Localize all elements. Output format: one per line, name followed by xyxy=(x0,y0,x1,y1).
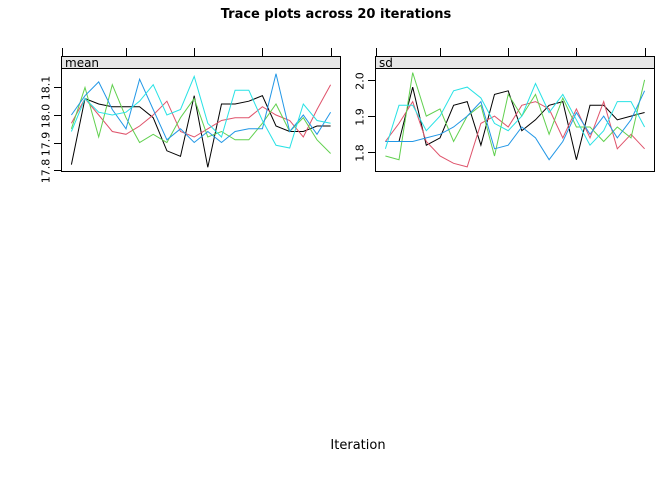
y-tick-label-mean: 17.8 xyxy=(39,158,53,183)
panel-plot-area-sd xyxy=(375,68,655,172)
y-tick-label-sd: 2.0 xyxy=(353,71,367,90)
y-tick-label-mean: 17.9 xyxy=(39,131,53,156)
panel-strip-label-sd: sd xyxy=(379,56,393,70)
y-tick-label-sd: 1.8 xyxy=(353,143,367,162)
panel-strip-label-mean: mean xyxy=(65,56,100,70)
x-axis-label: Iteration xyxy=(330,438,386,453)
chart-title: Trace plots across 20 iterations xyxy=(220,7,452,22)
panel-strip-mean: mean xyxy=(61,56,341,69)
panel-strip-sd: sd xyxy=(375,56,655,69)
y-tick-label-sd: 1.9 xyxy=(353,107,367,126)
y-tick-label-mean: 18.0 xyxy=(39,103,53,128)
panel-plot-area-mean xyxy=(61,68,341,172)
y-tick-label-mean: 18.1 xyxy=(39,75,53,100)
